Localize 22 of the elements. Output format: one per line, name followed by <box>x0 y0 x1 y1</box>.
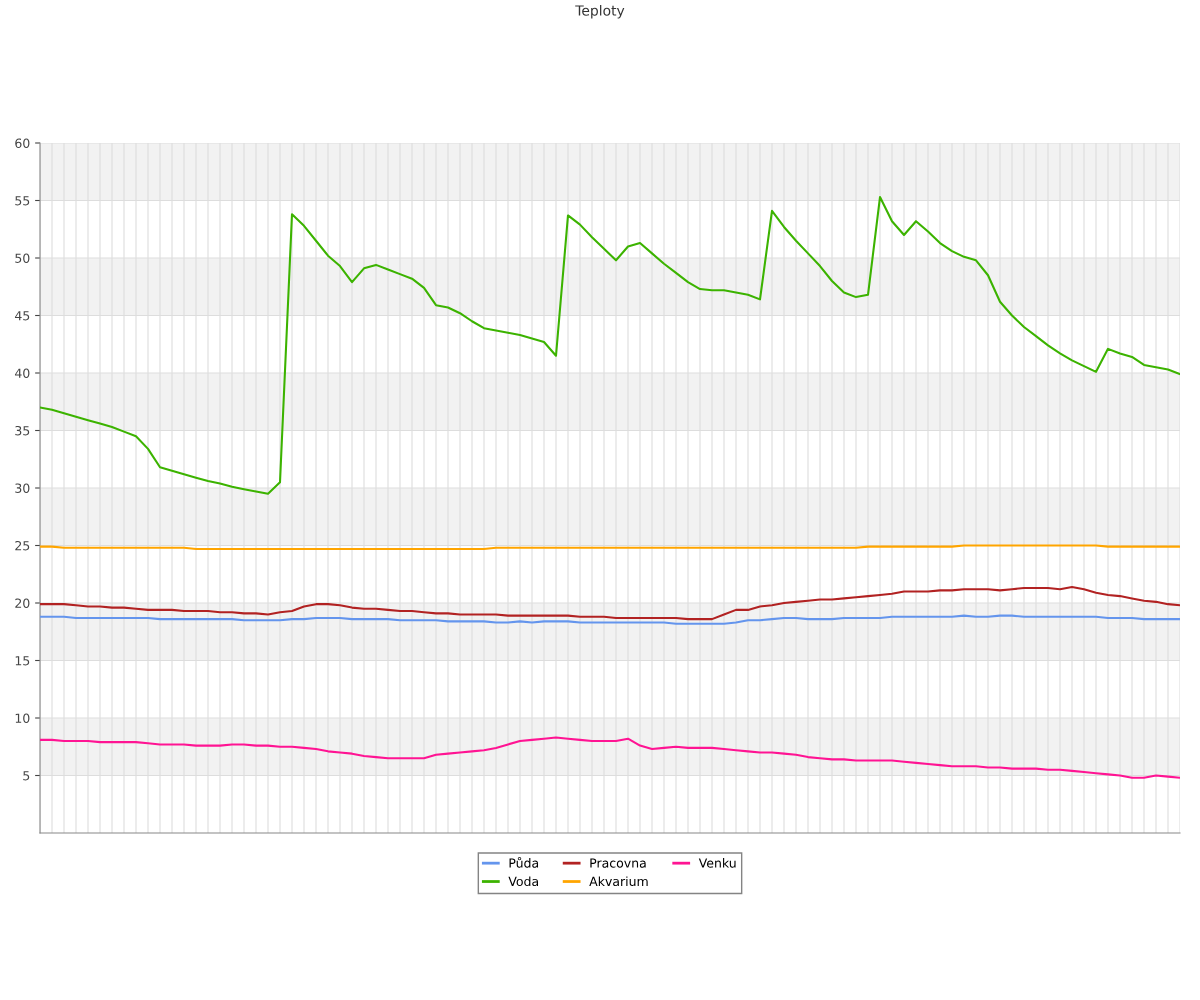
y-tick-label: 60 <box>15 138 30 148</box>
y-tick-label: 35 <box>15 425 30 436</box>
chart-title: Teploty <box>575 5 625 19</box>
legend-label: Akvarium <box>589 876 648 887</box>
line-series <box>40 614 1180 625</box>
legend-label: Venku <box>698 858 736 868</box>
y-tick-label: 5 <box>23 771 30 781</box>
legend-label: Půda <box>509 856 539 868</box>
line-series <box>40 196 1180 495</box>
line-series <box>40 585 1180 621</box>
line-series <box>40 736 1180 779</box>
legend-label: Voda <box>508 876 539 887</box>
y-tick-label: 10 <box>15 713 30 723</box>
y-tick-label: 15 <box>15 656 30 666</box>
y-tick-label: 55 <box>15 196 30 206</box>
legend-label: Pracovna <box>590 858 646 868</box>
y-tick-label: 25 <box>15 540 30 551</box>
y-tick-label: 45 <box>14 311 30 321</box>
y-tick-label: 50 <box>15 253 30 263</box>
y-tick-label: 40 <box>14 368 30 378</box>
y-tick-label: 20 <box>15 598 30 608</box>
y-tick-label: 30 <box>15 483 30 493</box>
